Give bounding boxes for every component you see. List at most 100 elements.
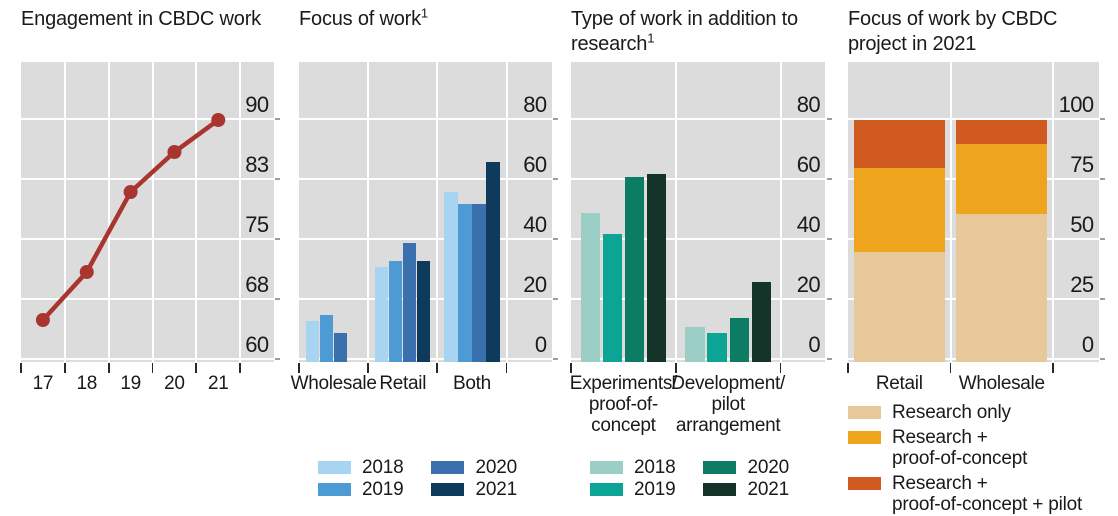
x-axis-label: Retail [379, 373, 427, 394]
x-axis-tick [505, 363, 508, 373]
horizontal-gridline [299, 178, 552, 180]
y-axis-label: 68 [245, 272, 269, 297]
legend-label: 2018 [362, 457, 404, 478]
bar-2020 [624, 177, 645, 362]
y-axis-tick [275, 118, 280, 120]
legend-swatch [431, 461, 465, 474]
vertical-gridline [1052, 62, 1054, 362]
bar-2020 [729, 318, 749, 362]
y-axis-tick [553, 298, 558, 300]
bar-2021 [417, 261, 431, 362]
legend-item: Research only [848, 402, 1082, 423]
bar-2020 [472, 204, 486, 362]
bar-2019 [458, 204, 472, 362]
legend-swatch [431, 483, 465, 496]
x-axis-tick [674, 363, 677, 373]
bar-2018 [305, 321, 320, 362]
x-axis-tick [151, 363, 154, 373]
y-axis-tick [1100, 118, 1105, 120]
legend-label: 2021 [475, 479, 517, 500]
x-axis-tick [570, 363, 572, 373]
bar-2018 [444, 192, 458, 362]
legend-swatch [590, 461, 623, 474]
bar-2018 [375, 267, 389, 362]
legend-item: Research + proof-of-concept + pilot [848, 473, 1082, 515]
title-superscript: 1 [420, 5, 428, 21]
chart4-title: Focus of work by CBDC project in 2021 [848, 8, 1058, 55]
x-axis-label: Wholesale [290, 373, 377, 394]
y-axis-tick [553, 178, 558, 180]
y-axis-label: 60 [245, 332, 269, 357]
vertical-gridline [63, 62, 66, 362]
horizontal-gridline [21, 238, 274, 240]
bar-2019 [707, 333, 727, 362]
legend-item: 2019 [318, 479, 404, 501]
y-axis-tick [553, 238, 558, 240]
x-axis-label: 19 [120, 373, 141, 394]
horizontal-gridline [571, 298, 825, 300]
chart4-legend: Research only Research + proof-of-concept… [848, 402, 1082, 515]
y-axis-label: 80 [523, 92, 547, 117]
y-axis-label: 0 [534, 332, 547, 357]
vertical-gridline [949, 62, 952, 362]
legend-swatch [703, 483, 737, 496]
bar-2020 [403, 243, 417, 362]
chart2-legend: 2018 2019 2020 2021 [318, 457, 517, 501]
y-axis-label: 25 [1070, 272, 1094, 297]
y-axis-label: 60 [796, 152, 821, 177]
horizontal-gridline [848, 118, 1099, 120]
x-axis-label: Wholesale [958, 373, 1045, 394]
y-axis-tick [275, 298, 280, 300]
legend-label: 2020 [747, 457, 789, 478]
y-axis-tick [826, 358, 832, 360]
y-axis-tick [826, 178, 832, 180]
y-axis-label: 75 [245, 212, 269, 237]
chart2-title: Focus of work1 [299, 5, 428, 30]
y-axis-label: 20 [796, 272, 821, 297]
bar-2018 [580, 213, 600, 362]
data-point [79, 265, 94, 279]
legend-label: 2019 [362, 479, 404, 500]
chart2-plot-area: 80 60 40 20 0 Wholesale Retail Both [291, 62, 558, 394]
x-axis-tick [298, 363, 300, 373]
x-axis-tick [1052, 363, 1054, 373]
x-axis-tick [107, 363, 110, 373]
legend-label: 2020 [475, 457, 517, 478]
bar-2019 [602, 234, 622, 362]
stack-segment-Research-only [853, 252, 945, 362]
y-axis-tick [1100, 358, 1105, 360]
y-axis-tick [1100, 298, 1105, 300]
vertical-gridline [505, 62, 508, 362]
legend-swatch [703, 461, 737, 474]
legend-item: Research + proof-of-concept [848, 427, 1082, 469]
chart3-plot-area: 80 60 40 20 0 Experiments/ proof-of- concept D… [570, 62, 832, 436]
x-axis-tick [436, 363, 439, 373]
vertical-gridline [674, 62, 677, 362]
x-axis-label: 21 [207, 373, 229, 394]
y-axis-tick [826, 118, 832, 120]
y-axis-tick [275, 238, 280, 240]
y-axis-label: 50 [1070, 212, 1094, 237]
y-axis-label: 80 [796, 92, 821, 117]
y-axis-label: 0 [808, 332, 820, 357]
y-axis-label: 75 [1070, 152, 1094, 177]
vertical-gridline [239, 62, 242, 362]
bar-2019 [389, 261, 403, 362]
x-axis-tick [949, 363, 952, 373]
legend-swatch [848, 431, 881, 444]
horizontal-gridline [21, 118, 274, 120]
y-axis-label: 40 [796, 212, 821, 237]
x-axis-label: Both [452, 373, 491, 394]
y-axis-label: 40 [523, 212, 547, 237]
y-axis-tick [553, 358, 558, 360]
legend-swatch [848, 477, 881, 490]
legend-item: 2018 [590, 457, 676, 479]
legend-swatch [590, 483, 623, 496]
data-point [211, 113, 226, 127]
legend-swatch [848, 406, 881, 419]
stack-segment-Research-+-proof-of-concept-+-pilot [956, 120, 1048, 144]
bar-2021 [646, 174, 667, 362]
legend-label: 2018 [634, 457, 676, 478]
x-axis-tick [239, 363, 242, 373]
x-axis-label: 17 [32, 373, 54, 394]
